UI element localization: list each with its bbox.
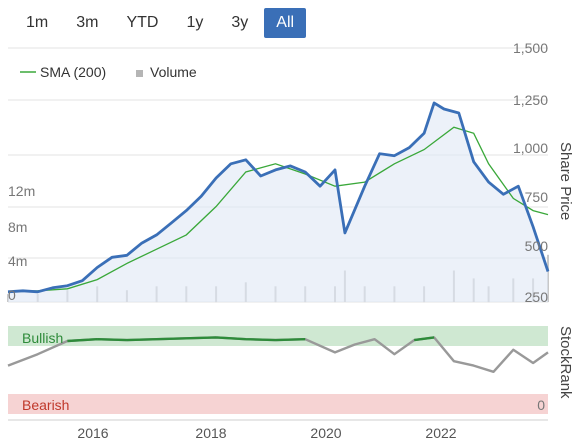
price-tick: 1,250 <box>513 92 548 108</box>
x-tick: 2018 <box>195 425 226 439</box>
bullish-band <box>8 326 548 346</box>
x-tick: 2020 <box>310 425 341 439</box>
stockrank-bullish-line <box>67 336 435 343</box>
range-button-ytd[interactable]: YTD <box>126 14 159 31</box>
sma-line <box>7 126 549 293</box>
range-button-3m[interactable]: 3m <box>76 14 99 31</box>
range-button-1y[interactable]: 1y <box>186 14 204 31</box>
volume-axis: 12m 8m 4m 0 <box>8 183 35 303</box>
x-axis: 2016 2018 2020 2022 <box>77 425 456 439</box>
price-axis: 1,500 1,250 1,000 750 500 250 <box>513 40 548 305</box>
legend-volume-label: Volume <box>150 64 197 80</box>
volume-tick: 4m <box>8 253 27 269</box>
stockrank-axis-title: StockRank <box>557 326 574 399</box>
range-button-1m[interactable]: 1m <box>26 14 49 31</box>
price-tick: 750 <box>525 189 549 205</box>
bearish-label: Bearish <box>22 397 69 413</box>
price-tick: 1,000 <box>513 140 548 156</box>
volume-tick: 12m <box>8 183 35 199</box>
price-tick: 250 <box>525 289 549 305</box>
price-area <box>8 102 548 303</box>
range-button-3y[interactable]: 3y <box>231 14 249 31</box>
bullish-label: Bullish <box>22 330 63 346</box>
price-axis-title: Share Price <box>557 142 574 220</box>
x-tick: 2016 <box>77 425 108 439</box>
legend: SMA (200) Volume <box>20 64 197 80</box>
volume-tick: 8m <box>8 219 27 235</box>
price-line <box>7 101 550 294</box>
price-tick: 500 <box>525 238 549 254</box>
legend-volume-swatch <box>136 70 143 77</box>
range-button-all[interactable]: All <box>264 8 307 38</box>
stockrank-tick-zero: 0 <box>537 397 545 413</box>
x-tick: 2022 <box>425 425 456 439</box>
price-tick: 1,500 <box>513 40 548 56</box>
legend-sma-label: SMA (200) <box>40 64 106 80</box>
volume-tick: 0 <box>8 287 16 303</box>
range-selector: 1m 3m YTD 1y 3y All <box>14 8 307 40</box>
bearish-band <box>8 394 548 414</box>
